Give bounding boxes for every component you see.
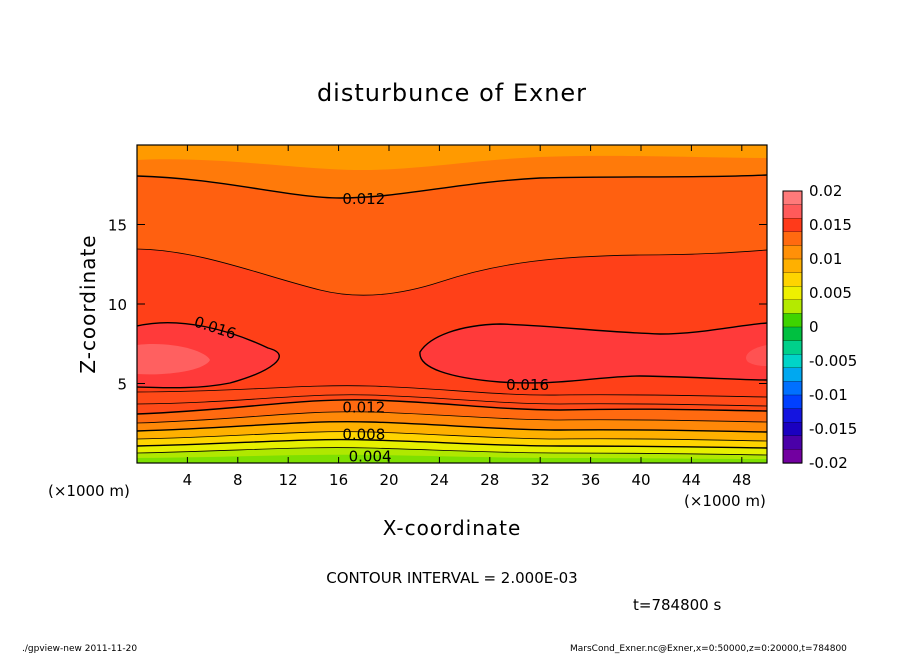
- colorbar-label: 0.02: [809, 182, 842, 200]
- colorbar-cell: [782, 272, 803, 287]
- colorbar-cell: [782, 258, 803, 274]
- colorbar-cell: [782, 422, 803, 437]
- contour-line: [137, 420, 767, 433]
- colorbar-label: 0: [809, 318, 819, 336]
- footer-left: ./gpview-new 2011-11-20: [22, 644, 137, 654]
- colorbar-label: -0.01: [809, 386, 848, 404]
- x-tick-label: 24: [430, 471, 449, 489]
- contour-label: 0.008: [342, 425, 385, 443]
- time-label: t=784800 s: [633, 596, 721, 614]
- fill-band-0-018: [137, 344, 210, 375]
- colorbar-cell: [782, 286, 803, 301]
- colorbar: 0.02 0.015 0.01 0.005 0 -0.005 -0.01 -0.015 -0.0…: [782, 182, 857, 472]
- colorbar-cell: [782, 218, 803, 233]
- contour-line: [137, 411, 767, 424]
- contour-line: [137, 321, 280, 389]
- colorbar-cell: [782, 449, 803, 464]
- colorbar-label: -0.02: [809, 454, 848, 472]
- x-tick-label: 48: [732, 471, 751, 489]
- y-axis-label: Z-coordinate: [76, 234, 100, 373]
- y-tick-label: 5: [117, 376, 127, 394]
- chart-title: disturbunce of Exner: [317, 79, 587, 107]
- colorbar-cell: [782, 435, 803, 451]
- x-tick-label: 44: [682, 471, 701, 489]
- contour-line: [419, 322, 767, 384]
- colorbar-label: -0.015: [809, 420, 857, 438]
- colorbar-cell: [782, 299, 803, 315]
- contour-line: [137, 394, 767, 407]
- colorbar-cells: [782, 190, 803, 464]
- colorbar-cell: [782, 190, 803, 206]
- fill-band-lower-0: [137, 454, 767, 463]
- colorbar-cell: [782, 326, 803, 342]
- x-ticks: 4 8 12 16 20 24 28 32 36 40 44 48: [183, 145, 751, 489]
- contour-line: [137, 399, 767, 415]
- x-tick-label: 36: [581, 471, 600, 489]
- colorbar-labels: 0.02 0.015 0.01 0.005 0 -0.005 -0.01 -0.015 -0.0…: [809, 182, 857, 472]
- x-tick-label: 20: [379, 471, 398, 489]
- contour-line: [137, 431, 767, 442]
- x-tick-label: 4: [183, 471, 193, 489]
- y-tick-label: 10: [108, 296, 127, 314]
- colorbar-label: -0.005: [809, 352, 857, 370]
- contour-line: [137, 174, 767, 199]
- y-ticks: 5 10 15: [108, 217, 767, 394]
- x-tick-label: 40: [631, 471, 650, 489]
- contour-label-text: 0.008: [342, 425, 385, 443]
- colorbar-cell: [782, 354, 803, 369]
- colorbar-cell: [782, 408, 803, 423]
- footer-right: MarsCond_Exner.nc@Exner,x=0:50000,z=0:20…: [570, 644, 847, 654]
- contour-label: 0.016: [506, 376, 549, 394]
- contour-line: [137, 248, 767, 296]
- fill-band-0-016b: [419, 323, 767, 383]
- contour-line: [137, 447, 767, 456]
- x-unit-right: (×1000 m): [684, 492, 766, 510]
- colorbar-label: 0.01: [809, 250, 842, 268]
- x-tick-label: 16: [329, 471, 348, 489]
- colorbar-cell: [782, 394, 803, 410]
- contour-label-text: 0.012: [342, 398, 385, 416]
- contour-label: 0.012: [342, 398, 385, 416]
- contour-lines: [137, 174, 767, 456]
- contour-label-text: 0.016: [506, 376, 549, 394]
- contour-label: 0.012: [342, 190, 385, 208]
- colorbar-cell: [782, 245, 803, 260]
- contour-line: [137, 385, 767, 398]
- colorbar-cell: [782, 204, 803, 219]
- x-unit-left: (×1000 m): [48, 482, 130, 500]
- colorbar-cell: [782, 340, 803, 355]
- x-axis-label: X-coordinate: [383, 516, 522, 540]
- colorbar-label: 0.015: [809, 216, 852, 234]
- colorbar-cell: [782, 313, 803, 328]
- y-tick-label: 15: [108, 217, 127, 235]
- colorbar-label: 0.005: [809, 284, 852, 302]
- colorbar-frame: [782, 190, 803, 464]
- fill-band-0-018b: [746, 345, 767, 366]
- contour-interval: CONTOUR INTERVAL = 2.000E-03: [326, 569, 577, 587]
- x-tick-label: 8: [233, 471, 243, 489]
- x-tick-label: 28: [480, 471, 499, 489]
- colorbar-cell: [782, 367, 803, 383]
- x-tick-label: 12: [279, 471, 298, 489]
- colorbar-cell: [782, 231, 803, 247]
- contour-label-text: 0.004: [349, 448, 392, 466]
- contour-label-text: 0.012: [342, 190, 385, 208]
- contour-line: [137, 438, 767, 449]
- contour-label: 0.004: [349, 448, 392, 466]
- x-tick-label: 32: [531, 471, 550, 489]
- colorbar-cell: [782, 381, 803, 396]
